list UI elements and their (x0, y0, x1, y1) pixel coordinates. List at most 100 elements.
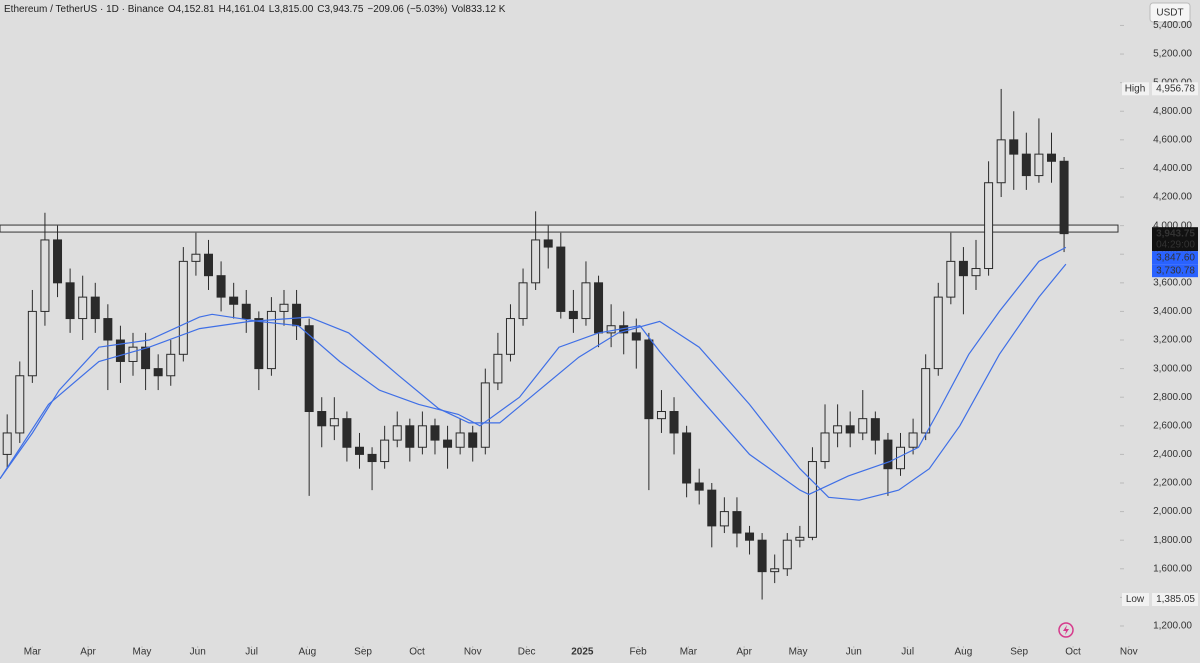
y-tick-label: 2,200.00 (1153, 478, 1192, 489)
candle-body (757, 539, 767, 573)
y-tick-label: 1,600.00 (1153, 563, 1192, 574)
candle-body (770, 568, 780, 573)
header-item: C3,943.75 (317, 4, 364, 15)
candle-body (908, 432, 918, 448)
candle-body (606, 325, 616, 334)
candle-body (329, 418, 339, 427)
candle-body (78, 296, 88, 320)
price-marker-box (1152, 251, 1198, 265)
y-tick-label: 2,000.00 (1153, 506, 1192, 517)
candle-body (430, 425, 440, 441)
price-marker-name-box (1122, 593, 1149, 607)
y-tick-label: 3,200.00 (1153, 335, 1192, 346)
x-tick-label: Sep (1010, 647, 1028, 658)
x-tick-label: Feb (629, 647, 647, 658)
candle-body (1009, 139, 1019, 155)
y-tick-label: 4,600.00 (1153, 134, 1192, 145)
candle-body (845, 425, 855, 434)
candle-body (191, 253, 201, 262)
x-tick-label: Oct (1065, 647, 1081, 658)
price-marker-name: Low (1126, 594, 1145, 605)
y-tick-label: 4,400.00 (1153, 163, 1192, 174)
y-tick-label: 3,600.00 (1153, 277, 1192, 288)
candle-body (304, 325, 314, 413)
candle-body (405, 425, 415, 448)
candle-body (820, 432, 830, 463)
y-tick-label: 1,200.00 (1153, 621, 1192, 632)
header-item: L3,815.00 (268, 4, 314, 15)
candle-body (568, 310, 578, 320)
candle-body (707, 489, 717, 527)
x-tick-label: Mar (680, 647, 698, 658)
candle-body (40, 239, 50, 312)
x-tick-label: Apr (736, 647, 752, 658)
candle-body (254, 318, 264, 370)
currency-box[interactable] (1149, 2, 1191, 23)
candle-body (958, 260, 968, 277)
price-marker-label: 4,956.78 (1156, 83, 1195, 94)
alert-icon[interactable] (1058, 622, 1074, 638)
x-tick-label: Dec (518, 647, 536, 658)
header-item: −209.06 (−5.03%) (367, 4, 448, 15)
candle-body (1021, 153, 1031, 177)
candle-body (292, 303, 302, 327)
moving-average-line (0, 263, 1067, 501)
y-tick-label: 3,000.00 (1153, 363, 1192, 374)
candle-body (669, 411, 679, 434)
x-tick-label: May (789, 647, 808, 658)
y-tick-label: 2,600.00 (1153, 420, 1192, 431)
candle-body (354, 446, 364, 455)
price-marker-box (1152, 593, 1198, 607)
price-marker-label: 3,847.60 (1156, 252, 1195, 263)
candle-body (807, 461, 817, 538)
x-tick-label: Oct (409, 647, 425, 658)
candle-body (1059, 160, 1069, 235)
x-tick-label: May (133, 647, 152, 658)
candle-body (984, 182, 994, 270)
candle-body (443, 439, 453, 448)
x-tick-label: 2025 (571, 647, 594, 658)
candle-body (392, 425, 402, 441)
x-tick-label: Jun (190, 647, 206, 658)
candle-body (518, 282, 528, 320)
candle-body (631, 332, 641, 341)
candle-body (782, 539, 792, 570)
candle-body (279, 303, 289, 312)
candle-body (1046, 153, 1056, 162)
candle-body (656, 411, 666, 420)
symbol-header: Ethereum / TetherUS · 1D · Binance O4,152… (4, 4, 509, 15)
candle-body (468, 432, 478, 448)
y-tick-label: 3,400.00 (1153, 306, 1192, 317)
candle-body (505, 318, 515, 355)
candle-body (266, 310, 276, 370)
x-tick-label: Nov (464, 647, 482, 658)
candle-body (971, 268, 981, 277)
currency[interactable]: USDT (1156, 8, 1183, 19)
candle-body (128, 346, 138, 362)
candle-body (833, 425, 843, 434)
price-marker-label: 3,943.75 (1156, 228, 1195, 239)
candle-body (644, 339, 654, 420)
candle-body (103, 318, 113, 341)
candle-body (921, 368, 931, 434)
candle-body (115, 339, 125, 362)
candle-body (367, 453, 377, 463)
candle-body (870, 418, 880, 441)
candle-body (493, 353, 503, 384)
candle-body (946, 260, 956, 298)
candle-body (480, 382, 490, 448)
candle-body (241, 303, 251, 320)
price-marker-label: 1,385.05 (1156, 594, 1195, 605)
x-tick-label: Jul (245, 647, 258, 658)
candle-body (594, 282, 604, 334)
candle-body (745, 532, 755, 541)
price-marker-box (1152, 264, 1198, 278)
candle-body (581, 282, 591, 320)
candle-body (556, 246, 566, 312)
candle-body (216, 275, 226, 298)
y-tick-label: 5,400.00 (1153, 20, 1192, 31)
y-tick-label: 4,000.00 (1153, 220, 1192, 231)
candle-body (682, 432, 692, 484)
y-tick-label: 4,800.00 (1153, 106, 1192, 117)
